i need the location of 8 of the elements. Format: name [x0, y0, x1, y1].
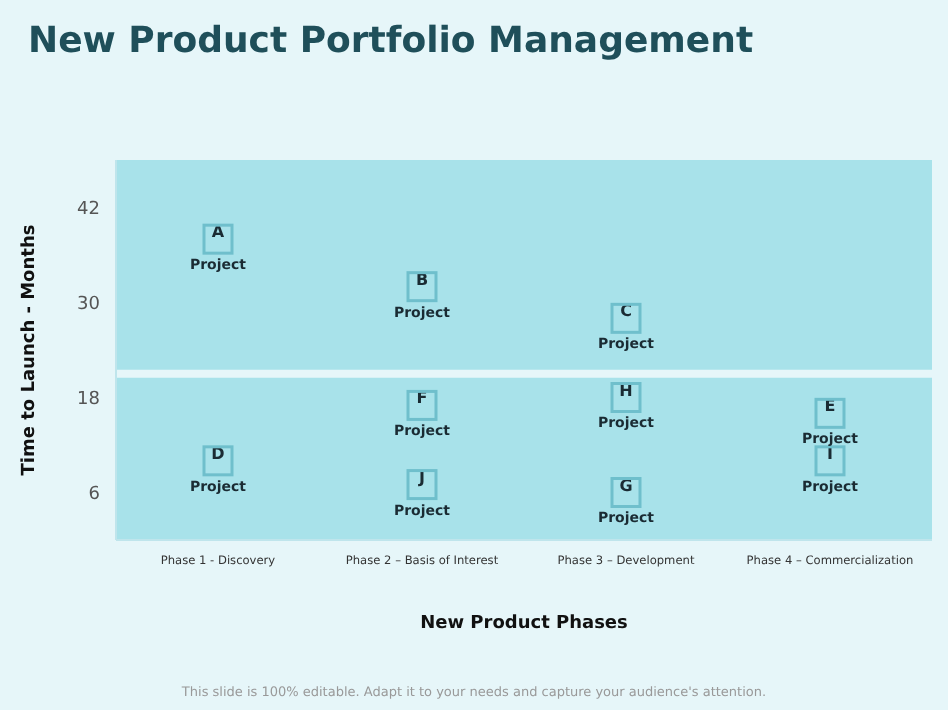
chart-title: New Product Portfolio Management [28, 20, 754, 62]
data-label: J [417, 468, 426, 487]
y-tick-label: 42 [77, 199, 100, 220]
x-axis-title: New Product Phases [420, 614, 628, 634]
y-tick-label: 18 [77, 389, 101, 410]
y-tick-label: 30 [77, 294, 101, 315]
y-tick-label: 6 [88, 484, 101, 505]
y-axis-title: Time to Launch - Months [20, 224, 41, 476]
